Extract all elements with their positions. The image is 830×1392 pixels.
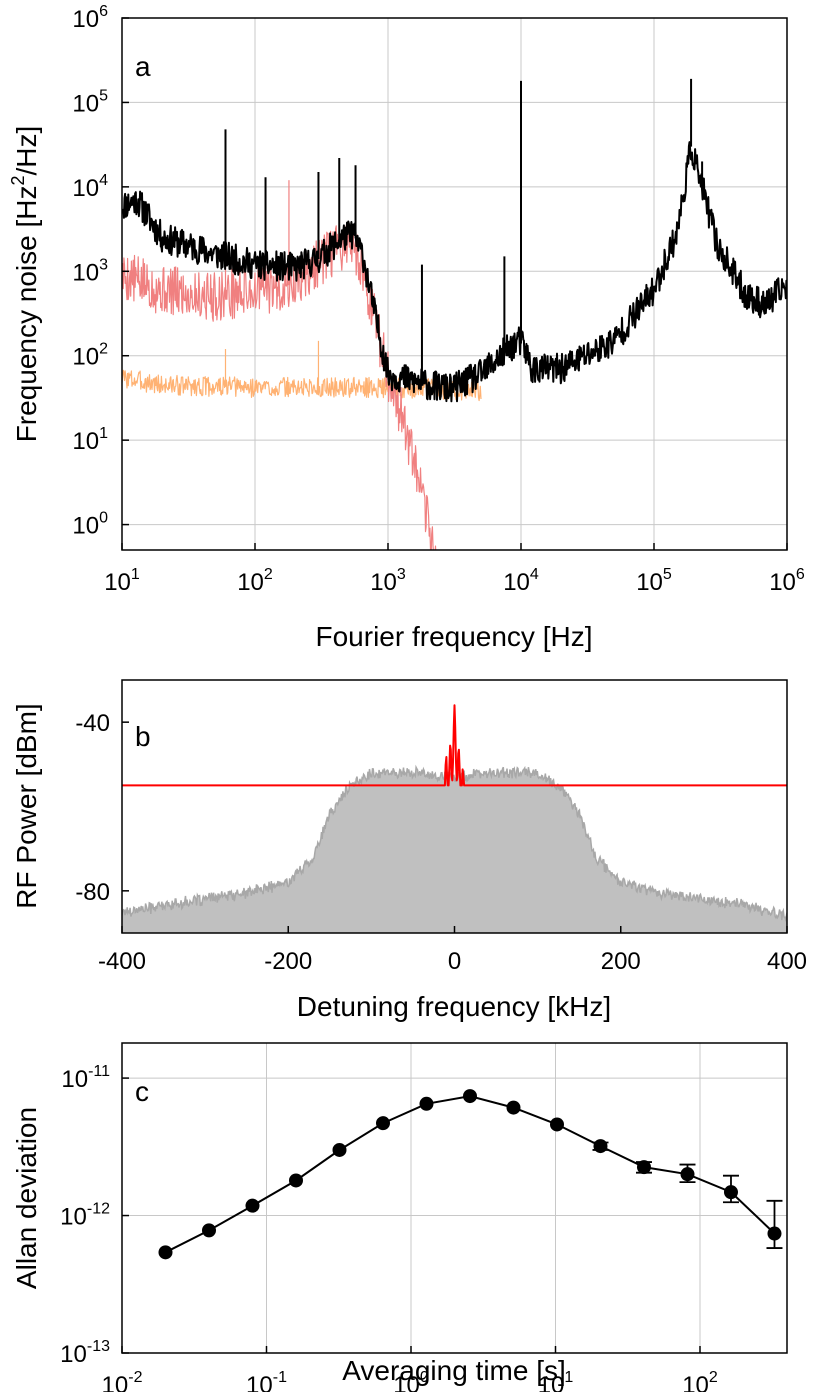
- panel-a-x-tick-label: 104: [503, 566, 539, 596]
- panel-c-data-point: [767, 1226, 782, 1241]
- panel-c-x-tick-label: 102: [682, 1369, 718, 1392]
- panel-a-y-tick-label: 103: [72, 256, 108, 286]
- panel-c-xlabel: Averaging time [s]: [342, 1355, 566, 1386]
- panel-c-data-point: [549, 1117, 564, 1132]
- panel-c-data-point: [201, 1223, 216, 1238]
- panel-c-x-tick-label: 100: [393, 1369, 429, 1392]
- panel-c-y-tick-label: 10-11: [61, 1063, 110, 1093]
- panel-a-x-tick-label: 106: [769, 566, 805, 596]
- panel-b-letter: b: [135, 721, 151, 752]
- panel-c-data-point: [462, 1089, 477, 1104]
- panel-c-y-tick-label: 10-12: [60, 1201, 110, 1231]
- panel-a-series-1-line: [122, 225, 437, 550]
- panel-a-series-0-line: [122, 369, 482, 402]
- panel-a-y-tick-label: 102: [72, 341, 108, 371]
- panel-c-data-point: [723, 1185, 738, 1200]
- panel-a-frame: [121, 17, 788, 551]
- panel-b-x-tick-label: 0: [448, 948, 461, 975]
- panel-c-data-point: [680, 1167, 695, 1182]
- panel-a-letter: a: [135, 51, 151, 82]
- panel-c-grid: [121, 1043, 787, 1354]
- panel-c-series: [158, 1089, 783, 1260]
- panel-a-y-tick-label: 106: [72, 3, 108, 33]
- panel-b-ylabel: RF Power [dBm]: [11, 703, 42, 908]
- panel-b-rf-spectrum: -400 -200 0 200 400 -40 -80 b Detuning frequen…: [11, 679, 807, 1022]
- panel-c-data-point: [419, 1096, 434, 1111]
- panel-b-x-tick-label: -200: [264, 948, 312, 975]
- panel-c-data-point: [375, 1116, 390, 1131]
- panel-c-x-tick-label: 10-1: [246, 1369, 287, 1392]
- panel-c-ylabel: Allan deviation: [11, 1107, 42, 1289]
- panel-c-x-tick-label: 10-2: [102, 1369, 143, 1392]
- panel-c-data-point: [288, 1173, 303, 1188]
- panel-c-data-point: [245, 1198, 260, 1213]
- panel-c-ticks: 10-2 10-1 100 101 102 10-13 10-12 10-11: [60, 1063, 718, 1392]
- panel-a-ylabel: Frequency noise [Hz2/Hz]: [8, 126, 42, 443]
- panel-c-x-tick-label: 101: [538, 1369, 574, 1392]
- panel-c-data-point: [593, 1139, 608, 1154]
- panel-a-y-tick-label: 104: [72, 172, 108, 202]
- panel-b-shaded-spectrum: [122, 767, 787, 933]
- panel-c-data-point: [332, 1142, 347, 1157]
- panel-b-red-spectrum-line: [122, 704, 787, 787]
- panel-b-x-tick-label: -400: [98, 948, 146, 975]
- panel-a-y-tick-label: 105: [72, 87, 108, 117]
- panel-a-series: [122, 78, 787, 550]
- panel-b-ticks: -400 -200 0 200 400 -40 -80: [75, 710, 807, 975]
- panel-a-y-tick-label: 100: [72, 510, 108, 540]
- panel-a-frequency-noise: 101 102 103 104 105 106100101102103104105106 …: [8, 3, 805, 652]
- panel-c-data-point: [158, 1245, 173, 1260]
- panel-c-data-point: [636, 1160, 651, 1175]
- panel-c-letter: c: [135, 1076, 149, 1107]
- panel-c-y-tick-label: 10-13: [60, 1338, 110, 1368]
- panel-b-x-tick-label: 400: [767, 948, 807, 975]
- panel-b-x-tick-label: 200: [601, 948, 641, 975]
- panel-a-xlabel: Fourier frequency [Hz]: [316, 621, 593, 652]
- panel-a-x-tick-label: 101: [104, 566, 140, 596]
- panel-b-y-tick-label: -40: [75, 710, 110, 737]
- panel-b-shaded-spectrum-edge: [122, 764, 787, 923]
- panel-c-data-point: [506, 1100, 521, 1115]
- panel-a-x-tick-label: 103: [370, 566, 406, 596]
- panel-a-ticks: 101 102 103 104 105 106 100 101 102 103 104 105 106: [72, 3, 805, 596]
- panel-a-series-2-line: [122, 141, 787, 403]
- panel-a-y-tick-label: 101: [72, 425, 108, 455]
- panel-a-x-tick-label: 102: [237, 566, 273, 596]
- panel-c-allan-deviation: 10-2 10-1 100 101 102 10-13 10-12 10-11 c Avera…: [11, 1042, 788, 1392]
- panel-b-xlabel: Detuning frequency [kHz]: [297, 991, 611, 1022]
- panel-b-series: [122, 704, 787, 933]
- panel-a-x-tick-label: 105: [636, 566, 672, 596]
- panel-c-frame: [121, 1042, 788, 1354]
- panel-b-y-tick-label: -80: [75, 879, 110, 906]
